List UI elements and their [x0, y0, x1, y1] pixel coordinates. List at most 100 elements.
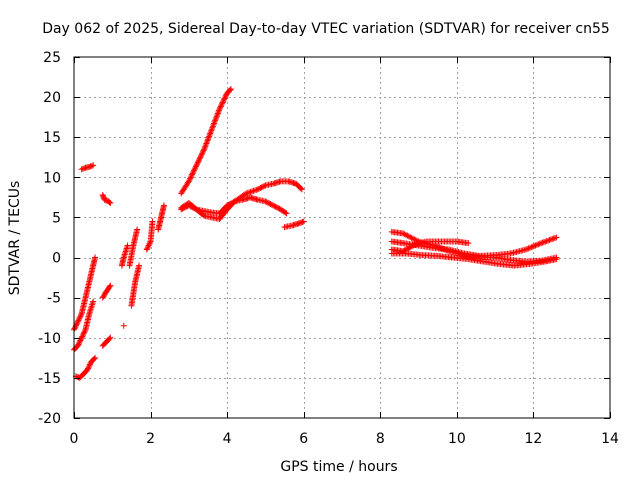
data-point-marker: [208, 127, 215, 134]
data-point-marker: [85, 364, 92, 371]
data-point-marker: [211, 120, 218, 127]
data-point-marker: [79, 332, 86, 339]
data-point-marker: [107, 282, 114, 289]
data-point-marker: [528, 244, 535, 251]
data-point-marker: [212, 116, 219, 123]
data-point-marker: [214, 111, 221, 118]
data-point-marker: [209, 123, 216, 130]
data-point-marker: [407, 234, 414, 241]
x-tick-label: 10: [448, 431, 466, 447]
data-point-marker: [87, 163, 94, 170]
data-point-marker: [200, 211, 207, 218]
data-point-marker: [406, 244, 413, 251]
data-point-marker: [73, 321, 80, 328]
data-point-marker: [250, 187, 257, 194]
data-point-marker: [270, 202, 277, 209]
y-tick-label: 5: [52, 210, 61, 226]
data-point-marker: [529, 243, 536, 250]
data-point-marker: [197, 152, 204, 159]
data-point-marker: [92, 354, 99, 361]
data-point-marker: [199, 148, 206, 155]
data-point-marker: [298, 186, 305, 193]
x-tick-label: 0: [70, 431, 79, 447]
data-point-marker: [77, 313, 84, 320]
data-point-marker: [283, 210, 290, 217]
data-point-marker: [185, 179, 192, 186]
data-point-marker: [78, 334, 85, 341]
data-point-marker: [197, 154, 204, 161]
data-point-marker: [407, 243, 414, 250]
data-point-marker: [145, 243, 152, 250]
y-tick-label: 25: [43, 50, 61, 66]
data-point-marker: [194, 160, 201, 167]
data-point-marker: [256, 185, 263, 192]
data-point-marker: [202, 141, 209, 148]
data-point-marker: [542, 238, 549, 245]
data-point-marker: [76, 338, 83, 345]
data-point-marker: [220, 96, 227, 103]
data-point-marker: [196, 155, 203, 162]
data-point-marker: [76, 340, 83, 347]
data-point-marker: [106, 283, 113, 290]
data-point-marker: [209, 124, 216, 131]
data-point-marker: [207, 129, 214, 136]
data-point-marker: [546, 237, 553, 244]
data-point-marker: [203, 139, 210, 146]
data-point-marker: [403, 231, 410, 238]
data-point-marker: [533, 241, 540, 248]
data-point-marker: [186, 177, 193, 184]
data-point-marker: [282, 209, 289, 216]
data-point-marker: [206, 131, 213, 138]
data-point-marker: [213, 113, 220, 120]
y-tick-label: -15: [38, 371, 61, 387]
data-point-marker: [230, 199, 237, 206]
y-tick-label: 10: [43, 170, 61, 186]
data-point-marker: [246, 189, 253, 196]
data-point-marker: [538, 240, 545, 247]
y-tick-label: 20: [43, 90, 61, 106]
data-point-marker: [74, 318, 81, 325]
data-point-marker: [296, 220, 303, 227]
data-point-marker: [465, 240, 472, 247]
data-point-marker: [400, 230, 407, 237]
data-point-marker: [136, 262, 143, 269]
data-point-marker: [405, 245, 412, 252]
data-point-marker: [205, 134, 212, 141]
data-point-marker: [257, 185, 264, 192]
data-point-marker: [522, 246, 529, 253]
data-point-marker: [218, 102, 225, 109]
data-point-marker: [524, 245, 531, 252]
data-point-marker: [71, 325, 78, 332]
data-point-marker: [199, 150, 206, 157]
data-point-marker: [258, 184, 265, 191]
data-point-marker: [404, 232, 411, 239]
data-point-marker: [268, 201, 275, 208]
data-point-marker: [201, 144, 208, 151]
data-point-marker: [244, 189, 251, 196]
data-point-marker: [188, 172, 195, 179]
data-point-marker: [124, 242, 131, 249]
data-point-marker: [213, 114, 220, 121]
data-point-marker: [535, 241, 542, 248]
x-tick-label: 6: [299, 431, 308, 447]
data-point-marker: [222, 94, 229, 101]
data-point-marker: [220, 98, 227, 105]
data-point-marker: [194, 159, 201, 166]
data-point-marker: [263, 199, 270, 206]
data-point-marker: [206, 133, 213, 140]
data-point-marker: [272, 203, 279, 210]
data-point-marker: [219, 99, 226, 106]
data-points: [71, 86, 560, 381]
data-point-marker: [525, 245, 532, 252]
data-point-marker: [86, 361, 93, 368]
data-point-marker: [215, 109, 222, 116]
data-point-marker: [146, 239, 153, 246]
data-point-marker: [553, 234, 560, 241]
x-tick-label: 12: [525, 431, 543, 447]
data-point-marker: [192, 164, 199, 171]
data-point-marker: [264, 199, 271, 206]
data-point-marker: [401, 231, 408, 238]
data-point-marker: [401, 247, 408, 254]
data-point-marker: [227, 86, 234, 93]
data-point-marker: [74, 320, 81, 327]
